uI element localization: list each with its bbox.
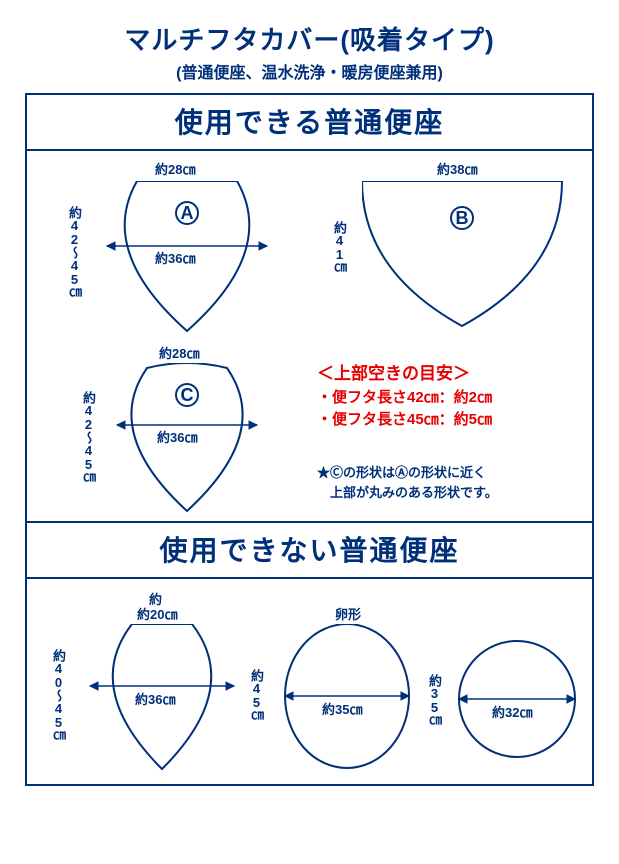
shape-c-topw: 約28㎝: [159, 343, 199, 362]
gap-note-line1: ・便フタ長さ42㎝：約2㎝: [317, 387, 492, 410]
header: マルチフタカバー(吸着タイプ) (普通便座、温水洗浄・暖房便座兼用): [25, 20, 594, 83]
shape-c-height: 約42〜45㎝: [79, 391, 98, 483]
page-title: マルチフタカバー(吸着タイプ): [25, 20, 594, 57]
gap-note-line2: ・便フタ長さ45㎝：約5㎝: [317, 409, 492, 432]
un1-midw: 約36㎝: [135, 689, 175, 708]
shape-b-svg: [362, 181, 572, 331]
shape-a-height: 約42〜45㎝: [65, 206, 84, 298]
shape-a-midw: 約36㎝: [155, 248, 195, 267]
un1-height: 約40〜45㎝: [49, 649, 68, 741]
shape-b-height: 約41㎝: [330, 221, 349, 273]
unusable-title: 使用できない普通便座: [27, 523, 592, 579]
shape-b-label: B: [450, 206, 474, 230]
shape-a-label: A: [175, 201, 199, 225]
un3-height: 約35㎝: [425, 674, 444, 726]
unusable-section: 使用できない普通便座 約 約20㎝ 約36㎝ 約40〜45㎝: [25, 523, 594, 786]
un2-toplabel: 卵形: [335, 604, 361, 623]
shape-c-midw: 約36㎝: [157, 427, 197, 446]
unusable-body: 約 約20㎝ 約36㎝ 約40〜45㎝ 卵形 約35㎝ 約45㎝ 約32㎝: [27, 579, 592, 784]
gap-note-title: ＜上部空きの目安＞: [317, 361, 492, 387]
un2-height: 約45㎝: [247, 669, 266, 721]
usable-title: 使用できる普通便座: [27, 95, 592, 151]
page-subtitle: (普通便座、温水洗浄・暖房便座兼用): [25, 59, 594, 83]
un3-midw: 約32㎝: [492, 702, 532, 721]
gap-note: ＜上部空きの目安＞ ・便フタ長さ42㎝：約2㎝ ・便フタ長さ45㎝：約5㎝: [317, 361, 492, 432]
un2-midw: 約35㎝: [322, 699, 362, 718]
un1-topw: 約20㎝: [137, 604, 177, 623]
shape-c-label: C: [175, 383, 199, 407]
usable-section: 使用できる普通便座 約28㎝ 約36㎝ 約42〜45㎝ A: [25, 93, 594, 523]
usable-body: 約28㎝ 約36㎝ 約42〜45㎝ A 約38㎝ 約41㎝ B: [27, 151, 592, 521]
shape-c-footnote: ★Ⓒの形状はⒶの形状に近く 上部が丸みのある形状です。: [317, 463, 498, 502]
shape-b-topw: 約38㎝: [437, 159, 477, 178]
shape-a-topw: 約28㎝: [155, 159, 195, 178]
